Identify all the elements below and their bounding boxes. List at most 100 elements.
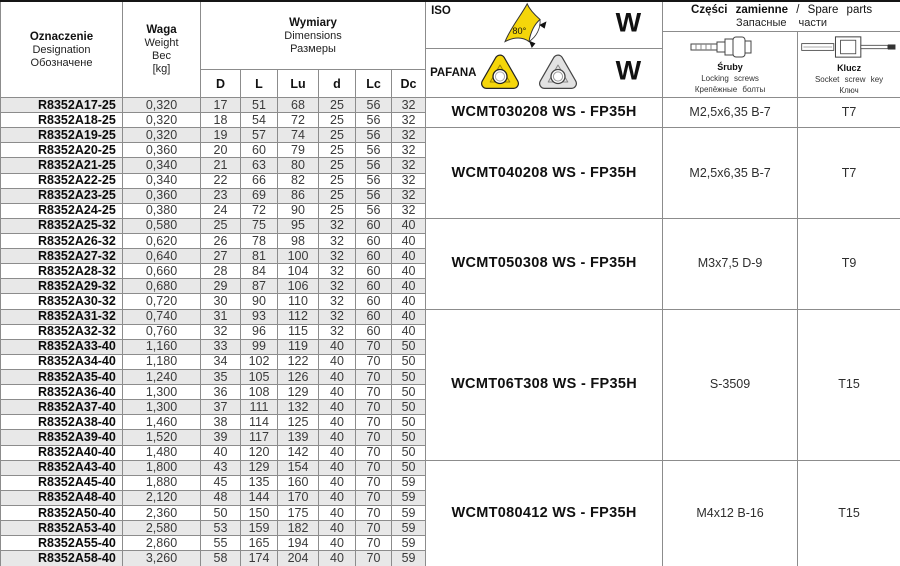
cell-D: 38 — [200, 414, 241, 431]
cell-L: 69 — [240, 187, 278, 204]
cell-Lu: 68 — [277, 96, 319, 114]
cell-Dc: 50 — [390, 444, 427, 461]
cell-Lc: 70 — [355, 520, 392, 537]
cell-L: 75 — [240, 217, 278, 234]
cell-D: 22 — [200, 172, 241, 189]
cell-designation: R8352A40-40 — [0, 444, 123, 461]
table-row: R8352A39-40 1,520 39 117 139 40 70 50 — [0, 429, 900, 446]
cell-Lc: 70 — [355, 489, 392, 506]
cell-L: 129 — [240, 459, 278, 476]
cell-Lc: 70 — [355, 504, 392, 522]
cell-designation: R8352A17-25 — [0, 96, 123, 114]
cell-D: 50 — [200, 504, 241, 522]
iso-shape-letter: W — [615, 7, 643, 38]
cell-designation: R8352A39-40 — [0, 429, 123, 446]
cell-d: 32 — [318, 308, 356, 325]
cell-weight: 0,340 — [122, 157, 201, 174]
group-locking-screw: M4x12 B-16 — [662, 459, 799, 566]
table-row: R8352A48-40 2,120 48 144 170 40 70 59 — [0, 489, 900, 506]
cell-designation: R8352A35-40 — [0, 368, 123, 386]
insert-angle-label: 80° — [513, 26, 527, 36]
cell-d: 32 — [318, 323, 356, 340]
table-row: R8352A24-25 0,380 24 72 90 25 56 32 — [0, 202, 900, 219]
cell-d: 40 — [318, 399, 356, 416]
cell-weight: 2,860 — [122, 535, 201, 552]
cell-d: 25 — [318, 172, 356, 189]
table-row: R8352A27-32 0,640 27 81 100 32 60 40 — [0, 248, 900, 265]
cell-designation: R8352A29-32 — [0, 278, 123, 295]
cell-d: 40 — [318, 353, 356, 370]
group-socket-key: T7 — [797, 96, 900, 129]
cell-Lc: 70 — [355, 399, 392, 416]
cell-Lu: 122 — [277, 353, 319, 370]
cell-Lu: 112 — [277, 308, 319, 325]
table-row: R8352A19-25 0,320 19 57 74 25 56 32 WCMT040208 W… — [0, 127, 900, 219]
screws-label-en: Locking screws — [701, 74, 759, 84]
cell-L: 78 — [240, 232, 278, 250]
cell-designation: R8352A33-40 — [0, 338, 123, 355]
cell-Dc: 32 — [390, 187, 427, 204]
cell-weight: 1,240 — [122, 368, 201, 386]
cell-designation: R8352A31-32 — [0, 308, 123, 325]
cell-Lc: 70 — [355, 429, 392, 446]
cell-Dc: 32 — [390, 96, 427, 114]
cell-d: 40 — [318, 414, 356, 431]
table-row: R8352A29-32 0,680 29 87 106 32 60 40 — [0, 278, 900, 295]
cell-L: 105 — [240, 368, 278, 386]
cell-Lu: 98 — [277, 232, 319, 250]
cell-L: 84 — [240, 263, 278, 280]
table-row: R8352A55-40 2,860 55 165 194 40 70 59 — [0, 535, 900, 552]
cell-D: 19 — [200, 127, 241, 144]
cell-d: 32 — [318, 248, 356, 265]
cell-weight: 1,300 — [122, 384, 201, 401]
cell-Lu: 100 — [277, 248, 319, 265]
cell-weight: 0,720 — [122, 293, 201, 310]
cell-Dc: 40 — [390, 248, 427, 265]
cell-Lc: 70 — [355, 444, 392, 461]
group-insert-designation: WCMT050308 WS - FP35H — [425, 217, 664, 310]
cell-weight: 0,760 — [122, 323, 201, 340]
cell-D: 31 — [200, 308, 241, 325]
cell-Lc: 56 — [355, 172, 392, 189]
group-socket-key: T9 — [797, 217, 900, 310]
dim-col-L: L — [240, 69, 278, 98]
cell-d: 40 — [318, 504, 356, 522]
cell-Lc: 56 — [355, 187, 392, 204]
cell-D: 28 — [200, 263, 241, 280]
cell-designation: R8352A21-25 — [0, 157, 123, 174]
cell-designation: R8352A37-40 — [0, 399, 123, 416]
cell-designation: R8352A48-40 — [0, 489, 123, 506]
cell-Lc: 56 — [355, 202, 392, 219]
table-row: R8352A40-40 1,480 40 120 142 40 70 50 — [0, 444, 900, 461]
cell-Lc: 60 — [355, 308, 392, 325]
cell-d: 40 — [318, 489, 356, 506]
cell-Dc: 40 — [390, 308, 427, 325]
trigon-insert-gray-icon — [539, 54, 578, 89]
cell-Lu: 79 — [277, 142, 319, 159]
group-socket-key: T7 — [797, 127, 900, 219]
cell-Lu: 86 — [277, 187, 319, 204]
table-body: R8352A17-25 0,320 17 51 68 25 56 32 WCMT030208 W… — [0, 96, 900, 566]
cell-Lc: 60 — [355, 323, 392, 340]
cell-Dc: 50 — [390, 368, 427, 386]
cell-d: 32 — [318, 263, 356, 280]
cell-L: 87 — [240, 278, 278, 295]
cell-designation: R8352A32-32 — [0, 323, 123, 340]
cell-Lu: 74 — [277, 127, 319, 144]
cell-L: 63 — [240, 157, 278, 174]
cell-D: 33 — [200, 338, 241, 355]
cell-L: 150 — [240, 504, 278, 522]
table-row: R8352A18-25 0,320 18 54 72 25 56 32 — [0, 112, 900, 129]
cell-D: 21 — [200, 157, 241, 174]
cell-D: 17 — [200, 96, 241, 114]
dimensions-header-pl: Wymiary — [289, 16, 337, 29]
cell-Lu: 132 — [277, 399, 319, 416]
weight-header-ru: Вес — [152, 50, 171, 62]
cell-weight: 0,620 — [122, 232, 201, 250]
key-label-ru: Ключ — [839, 86, 859, 96]
cell-Lu: 126 — [277, 368, 319, 386]
cell-Lu: 160 — [277, 474, 319, 491]
cell-designation: R8352A34-40 — [0, 353, 123, 370]
cell-Lu: 95 — [277, 217, 319, 234]
